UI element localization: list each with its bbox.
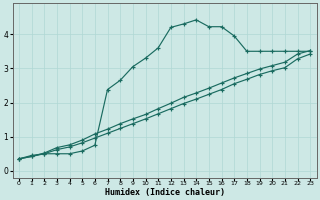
X-axis label: Humidex (Indice chaleur): Humidex (Indice chaleur) [105,188,225,197]
